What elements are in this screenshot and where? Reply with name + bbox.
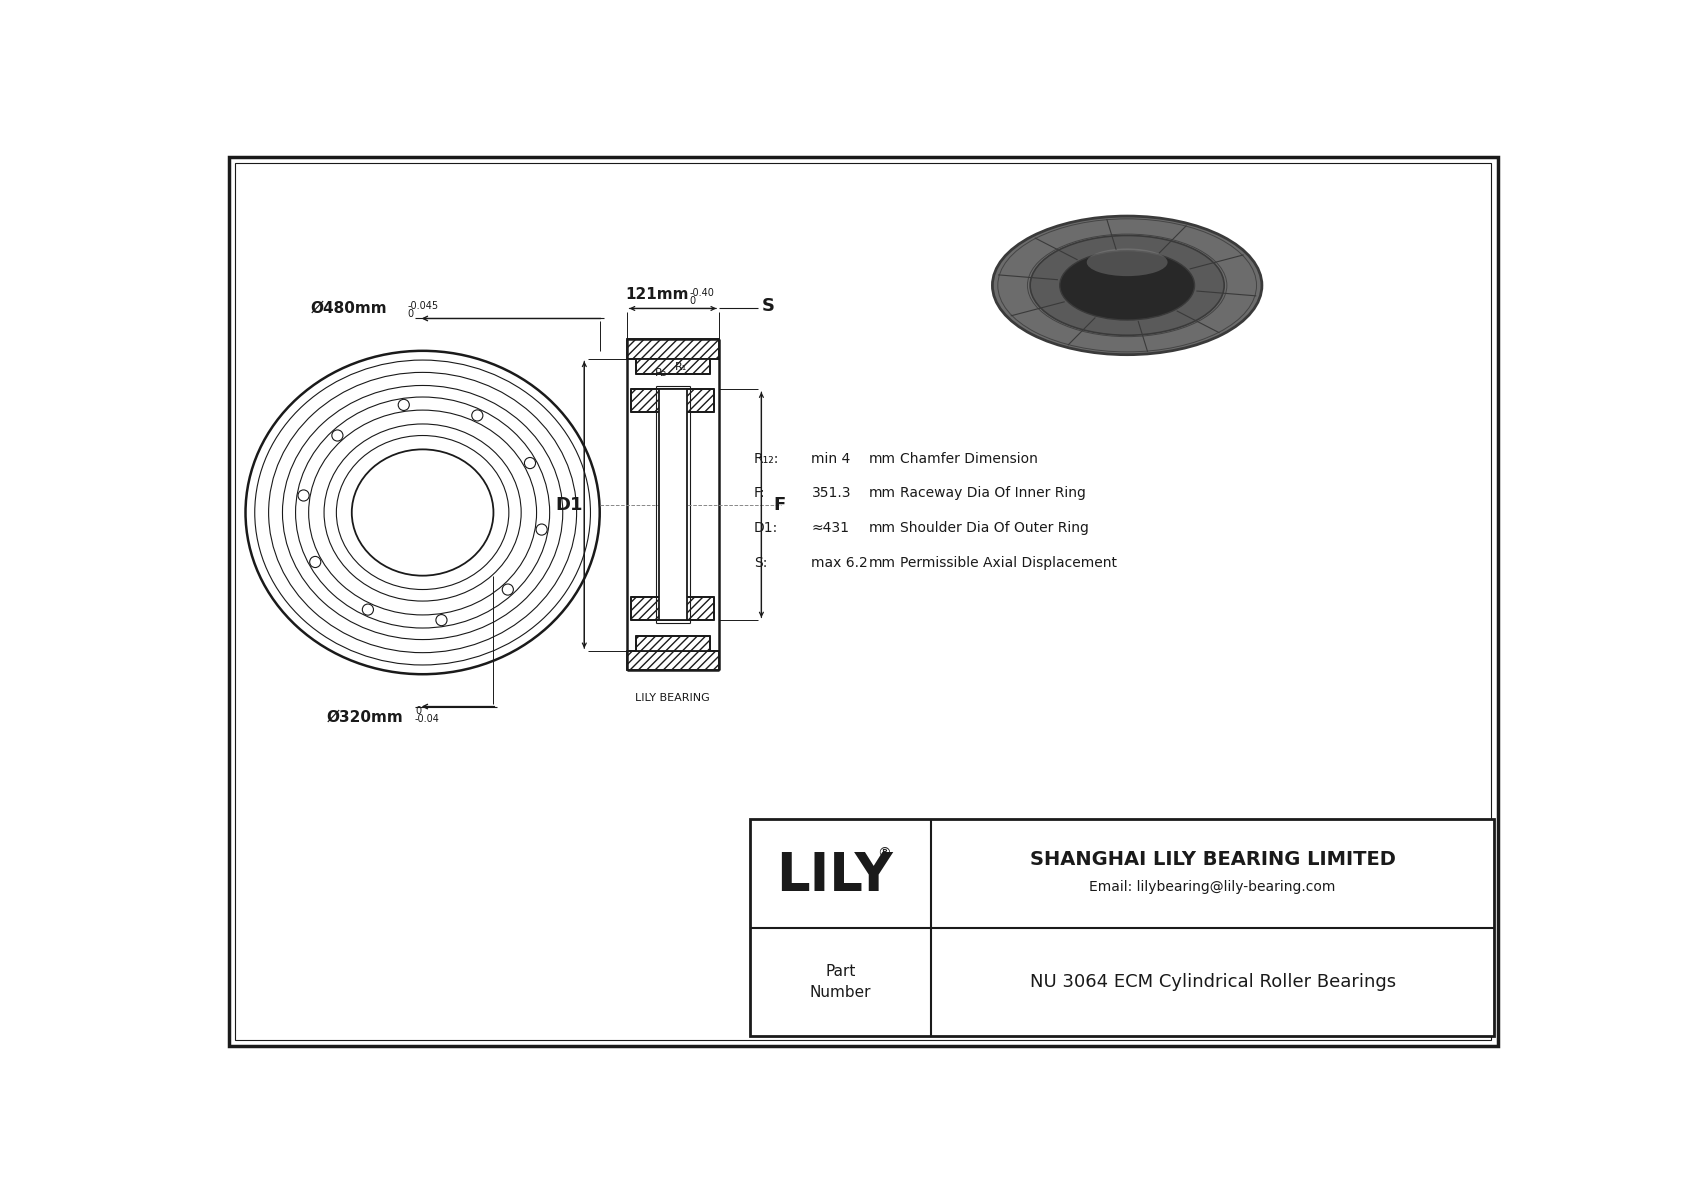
Text: S:: S: — [754, 555, 768, 569]
Text: NU 3064 ECM Cylindrical Roller Bearings: NU 3064 ECM Cylindrical Roller Bearings — [1029, 973, 1396, 991]
Text: Permissible Axial Displacement: Permissible Axial Displacement — [899, 555, 1116, 569]
Bar — [637, 636, 711, 651]
Text: R₁: R₁ — [674, 362, 687, 372]
Text: Chamfer Dimension: Chamfer Dimension — [899, 451, 1037, 466]
Ellipse shape — [1031, 236, 1224, 335]
Text: -0.04: -0.04 — [414, 713, 440, 724]
Bar — [626, 339, 719, 358]
Bar — [632, 597, 714, 621]
Text: Ø480mm: Ø480mm — [312, 300, 387, 316]
Bar — [658, 389, 687, 621]
Text: R₁₂:: R₁₂: — [754, 451, 780, 466]
Text: Shoulder Dia Of Outer Ring: Shoulder Dia Of Outer Ring — [899, 520, 1090, 535]
Text: F:: F: — [754, 486, 765, 500]
Text: -0.40: -0.40 — [690, 288, 714, 298]
Ellipse shape — [1059, 251, 1194, 320]
Ellipse shape — [1086, 249, 1167, 276]
Text: Ø320mm: Ø320mm — [327, 710, 402, 725]
Text: LILY: LILY — [776, 849, 893, 902]
Text: F: F — [773, 495, 786, 513]
Bar — [637, 358, 711, 374]
Text: ≈431: ≈431 — [812, 520, 849, 535]
Text: S: S — [761, 298, 775, 316]
Text: 0: 0 — [414, 706, 421, 716]
Bar — [632, 389, 714, 412]
Text: D1:: D1: — [754, 520, 778, 535]
Bar — [632, 597, 714, 621]
Text: 351.3: 351.3 — [812, 486, 850, 500]
Text: Part
Number: Part Number — [810, 964, 871, 999]
Text: 0: 0 — [690, 295, 695, 306]
Bar — [626, 339, 719, 358]
Text: -0.045: -0.045 — [408, 301, 438, 311]
Text: 121mm: 121mm — [626, 287, 689, 303]
Text: ®: ® — [877, 847, 891, 861]
Text: SHANGHAI LILY BEARING LIMITED: SHANGHAI LILY BEARING LIMITED — [1029, 850, 1396, 869]
Text: Raceway Dia Of Inner Ring: Raceway Dia Of Inner Ring — [899, 486, 1086, 500]
Bar — [626, 651, 719, 671]
Text: R₂: R₂ — [655, 368, 667, 378]
Bar — [626, 651, 719, 671]
Text: Email: lilybearing@lily-bearing.com: Email: lilybearing@lily-bearing.com — [1090, 880, 1335, 894]
Text: mm: mm — [869, 555, 896, 569]
Text: mm: mm — [869, 486, 896, 500]
Ellipse shape — [992, 216, 1261, 355]
Bar — [637, 358, 711, 374]
Bar — [632, 389, 714, 412]
Text: D1: D1 — [556, 495, 583, 513]
Text: LILY BEARING: LILY BEARING — [635, 693, 711, 704]
Bar — [749, 819, 1494, 1036]
Text: min 4: min 4 — [812, 451, 850, 466]
Text: mm: mm — [869, 520, 896, 535]
Text: max 6.2: max 6.2 — [812, 555, 869, 569]
Text: mm: mm — [869, 451, 896, 466]
Text: 0: 0 — [408, 308, 413, 319]
Bar — [637, 636, 711, 651]
